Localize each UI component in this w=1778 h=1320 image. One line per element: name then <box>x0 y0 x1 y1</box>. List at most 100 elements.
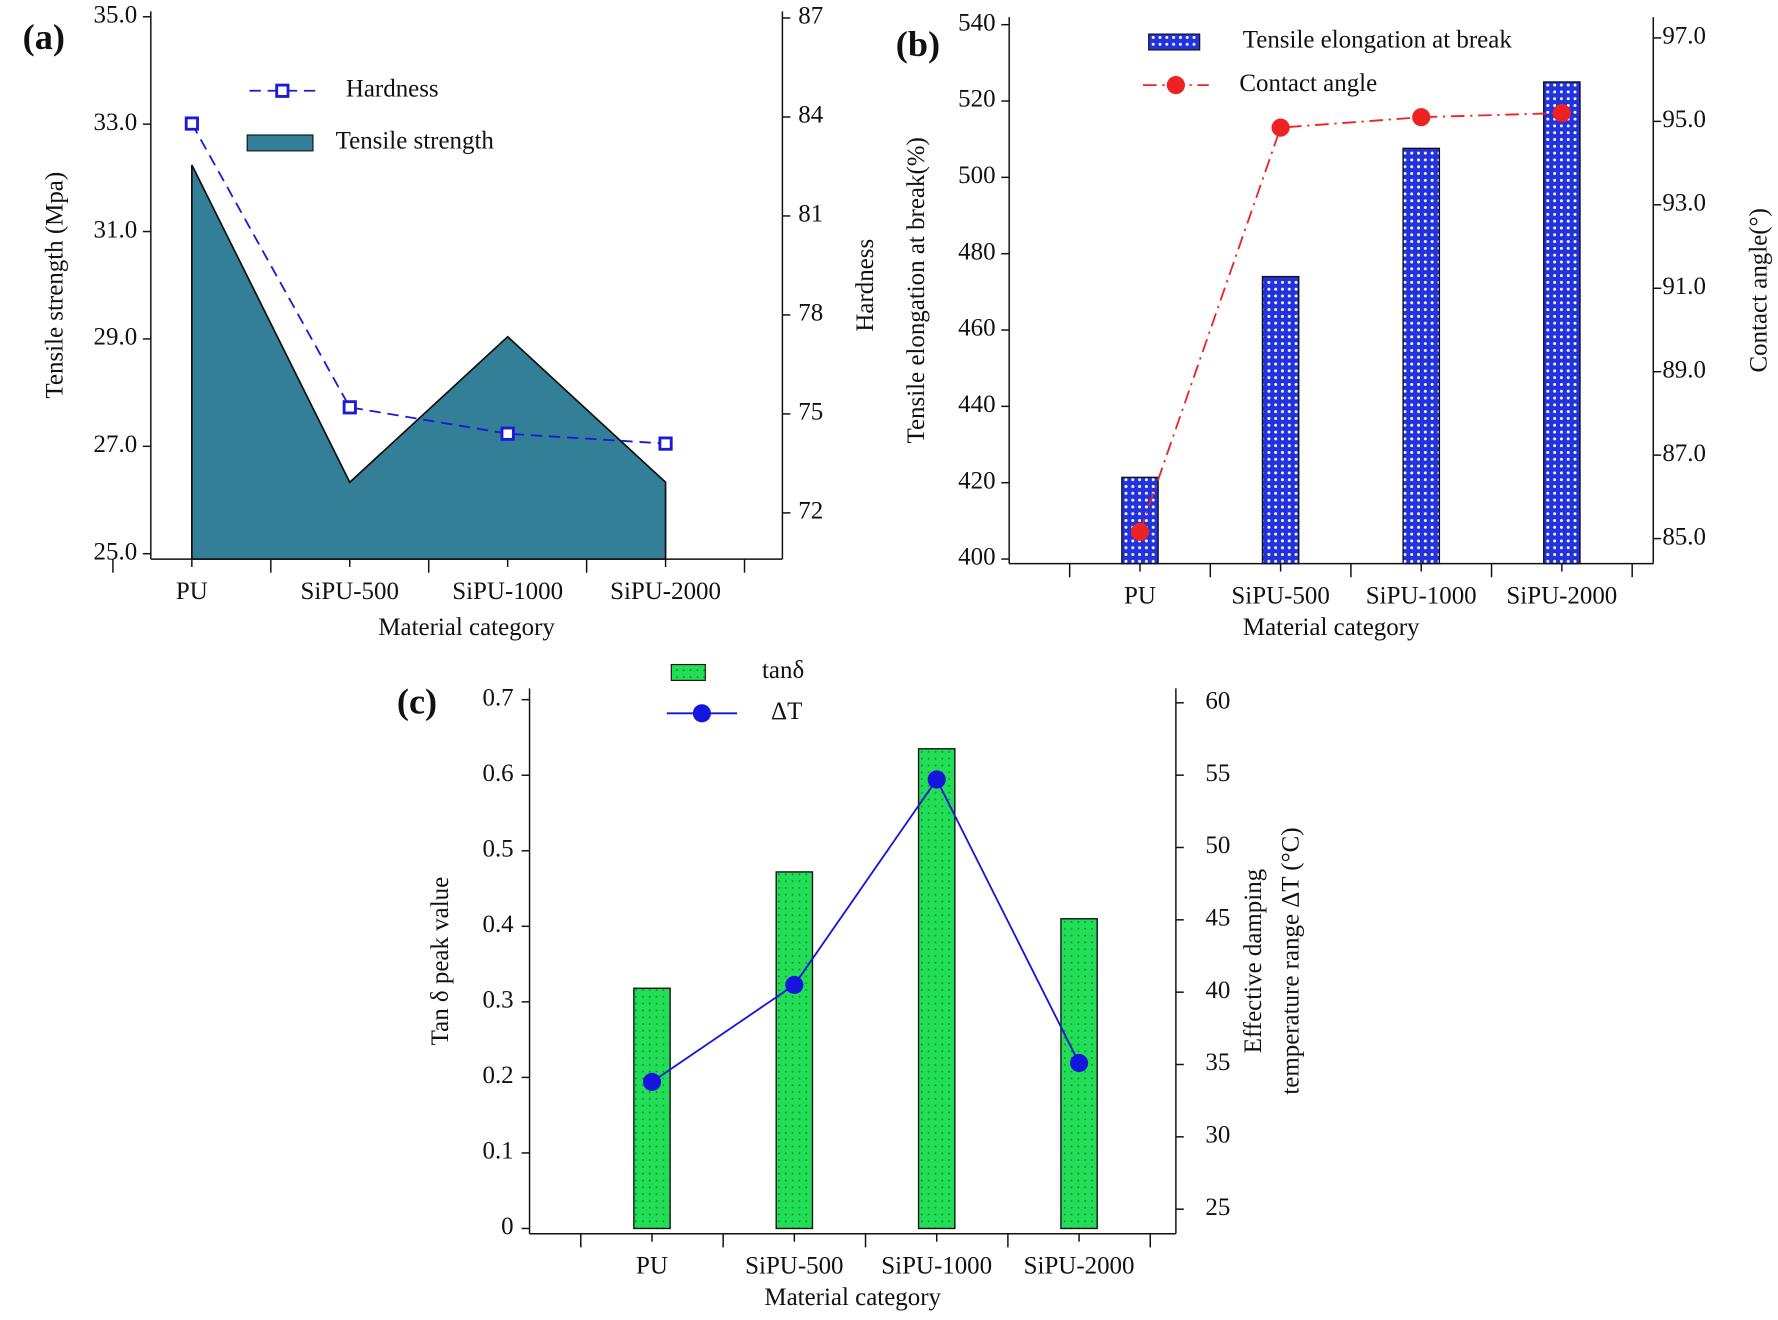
x-tick-label: SiPU-1000 <box>1366 582 1477 609</box>
bar <box>1261 275 1300 565</box>
legend-label: tanδ <box>762 657 804 684</box>
y-tick-label: 33.0 <box>94 109 138 136</box>
legend-label: Tensile strength <box>336 128 495 155</box>
y-tick-label: 480 <box>958 238 995 265</box>
marker <box>785 975 804 995</box>
y2-tick-label: 87.0 <box>1662 440 1706 467</box>
bar <box>1060 918 1098 1230</box>
y2-tick-label: 97.0 <box>1662 23 1706 50</box>
area <box>191 164 667 560</box>
y2-tick-label: 95.0 <box>1662 106 1706 133</box>
y2-tick-label: 50 <box>1205 832 1230 859</box>
y-tick-label: 500 <box>958 162 995 189</box>
y-tick-label: 540 <box>958 9 995 36</box>
y2-tick-label: 85.0 <box>1662 523 1706 550</box>
line <box>191 123 666 445</box>
y-tick-label: 0.2 <box>482 1062 513 1089</box>
panel: (c) 0 0.1 0.2 0.3 0.4 0.5 0.6 0.7 25 30 35 40 45 50 55 6… <box>397 657 1305 1311</box>
x-tick-label: PU <box>636 1253 668 1280</box>
y-tick-label: 27.0 <box>94 431 138 458</box>
bar <box>633 987 671 1230</box>
line <box>1139 112 1562 533</box>
y-axis-label: Tensile elongation at break(%) <box>903 137 930 443</box>
marker <box>658 436 673 451</box>
y-tick-label: 0.5 <box>482 835 513 862</box>
y-tick-label: 0.7 <box>482 684 513 711</box>
y-tick-label: 440 <box>958 391 995 418</box>
bar <box>775 871 814 1230</box>
x-tick-label: SiPU-500 <box>1231 582 1329 609</box>
y2-tick-label: 25 <box>1205 1194 1230 1221</box>
y-tick-label: 25.0 <box>94 538 138 565</box>
legend-marker <box>1166 76 1185 95</box>
y2-tick-label: 55 <box>1205 760 1230 787</box>
x-axis-label: Material category <box>378 614 555 641</box>
x-tick-label: SiPU-2000 <box>1506 582 1617 609</box>
y2-tick-label: 89.0 <box>1662 356 1706 383</box>
bar <box>917 748 956 1230</box>
y-tick-label: 0.6 <box>482 760 513 787</box>
y-tick-label: 520 <box>958 86 995 113</box>
y2-tick-label: 87 <box>798 3 823 30</box>
x-axis-label: Material category <box>1243 614 1420 641</box>
x-tick-label: SiPU-1000 <box>452 578 563 605</box>
y2-tick-label: 35 <box>1205 1049 1230 1076</box>
marker <box>927 770 946 789</box>
line <box>651 777 1080 1083</box>
y2-tick-label: 93.0 <box>1662 190 1706 217</box>
y-tick-label: 0.3 <box>482 987 513 1014</box>
panel-label: (a) <box>23 17 65 57</box>
legend-label: ΔT <box>771 698 802 725</box>
y-tick-label: 0 <box>501 1213 513 1240</box>
y-axis-label: Tan δ peak value <box>427 877 454 1046</box>
y-tick-label: 29.0 <box>94 324 138 351</box>
y2-axis-label: Contact angle(°) <box>1746 208 1773 372</box>
x-tick-label: PU <box>176 578 208 605</box>
y-tick-label: 0.4 <box>482 911 514 938</box>
marker <box>1130 522 1150 541</box>
legend-marker <box>275 83 290 98</box>
y-axis-label: Tensile strength (Mpa) <box>41 172 68 399</box>
x-tick-label: SiPU-2000 <box>610 578 721 605</box>
marker <box>500 426 515 441</box>
legend-label: Tensile elongation at break <box>1243 27 1513 54</box>
marker <box>1271 118 1290 137</box>
y2-tick-label: 30 <box>1205 1122 1230 1149</box>
marker <box>342 400 357 415</box>
y2-tick-label: 91.0 <box>1662 273 1706 300</box>
y2-axis-label: Effective damping <box>1240 869 1267 1053</box>
y2-tick-label: 45 <box>1205 905 1230 932</box>
legend-swatch <box>1148 33 1201 51</box>
marker <box>642 1072 662 1091</box>
x-tick-label: SiPU-1000 <box>881 1253 992 1280</box>
legend-label: Contact angle <box>1239 70 1377 97</box>
y2-axis-label: Hardness <box>852 239 879 332</box>
panel-label: (c) <box>397 682 437 722</box>
y2-tick-label: 72 <box>798 498 823 525</box>
y2-tick-label: 75 <box>798 399 823 426</box>
y2-tick-label: 78 <box>798 300 823 327</box>
y2-tick-label: 84 <box>798 102 823 129</box>
marker <box>1070 1053 1089 1073</box>
panel: (a) 25.0 27.0 29.0 31.0 33.0 35.0 72 75 78 81 84 87 P… <box>23 1 879 641</box>
legend-swatch <box>246 134 314 152</box>
bar <box>1402 147 1441 565</box>
y-tick-label: 0.1 <box>482 1138 513 1165</box>
bar <box>1121 476 1159 565</box>
x-tick-label: SiPU-500 <box>745 1253 843 1280</box>
y2-tick-label: 40 <box>1205 977 1230 1004</box>
y-tick-label: 400 <box>958 544 995 571</box>
y-tick-label: 35.0 <box>94 1 138 28</box>
x-tick-label: PU <box>1124 582 1156 609</box>
bar <box>1543 81 1581 565</box>
y2-axis-label: temperature range ΔT (°C) <box>1277 827 1304 1094</box>
marker <box>1552 103 1571 123</box>
y-tick-label: 31.0 <box>94 216 138 243</box>
x-tick-label: SiPU-2000 <box>1024 1253 1135 1280</box>
y2-tick-label: 60 <box>1205 688 1230 715</box>
x-axis-label: Material category <box>764 1284 941 1311</box>
y2-tick-label: 81 <box>798 201 823 228</box>
marker <box>1412 108 1431 127</box>
panel-label: (b) <box>896 24 940 64</box>
